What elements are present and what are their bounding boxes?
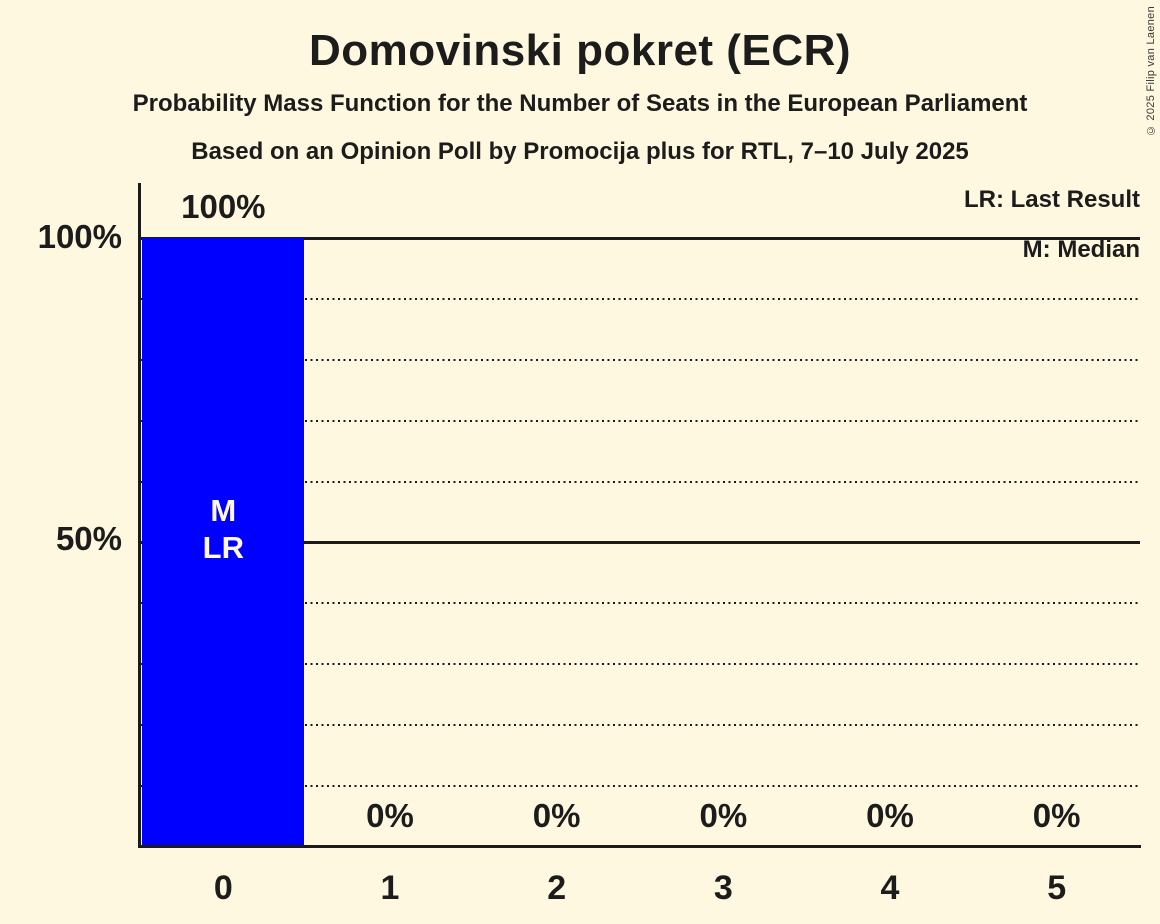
x-axis-tick-3: 3 bbox=[713, 869, 733, 907]
y-axis-line bbox=[138, 183, 141, 848]
gridline-dotted-40 bbox=[140, 602, 1140, 605]
chart-subtitle: Probability Mass Function for the Number… bbox=[132, 90, 1028, 117]
gridline-dotted-80 bbox=[140, 358, 1140, 361]
x-axis-tick-0: 0 bbox=[213, 869, 233, 907]
y-axis-tick-100: 100% bbox=[37, 218, 122, 255]
x-axis-tick-4: 4 bbox=[880, 869, 900, 907]
bar-value-label-3: 0% bbox=[699, 797, 748, 834]
plot-area: 100% 0% 0% 0% 0% 0% M LR bbox=[140, 189, 1140, 847]
bar-value-label-4: 0% bbox=[866, 797, 914, 834]
legend-last-result: LR: Last Result bbox=[963, 186, 1140, 213]
bar-value-label-2: 0% bbox=[532, 797, 581, 834]
legend-median: M: Median bbox=[1022, 236, 1140, 263]
x-axis-line bbox=[138, 845, 1141, 848]
x-axis-tick-5: 5 bbox=[1047, 869, 1067, 907]
gridline-dotted-70 bbox=[140, 419, 1140, 422]
gridline-dotted-90 bbox=[140, 297, 1140, 300]
x-axis-tick-1: 1 bbox=[380, 869, 400, 907]
bar-value-label-0: 100% bbox=[181, 188, 266, 225]
chart-title: Domovinski pokret (ECR) bbox=[308, 26, 851, 75]
gridline-solid-100 bbox=[140, 236, 1140, 240]
x-axis-tick-2: 2 bbox=[547, 869, 567, 907]
bar-annotation-median-last-result: M LR bbox=[202, 493, 244, 565]
bar-value-label-5: 0% bbox=[1032, 797, 1081, 834]
gridline-solid-50 bbox=[140, 541, 1140, 544]
copyright-note: © 2025 Filip van Laenen bbox=[1145, 6, 1157, 137]
gridline-dotted-30 bbox=[140, 663, 1140, 666]
gridline-dotted-60 bbox=[140, 480, 1140, 483]
bar-value-label-1: 0% bbox=[366, 797, 414, 834]
chart-source-line: Based on an Opinion Poll by Promocija pl… bbox=[191, 138, 969, 165]
gridline-dotted-10 bbox=[140, 785, 1140, 788]
y-axis-tick-50: 50% bbox=[55, 520, 122, 557]
gridline-dotted-20 bbox=[140, 724, 1140, 727]
bar-seats-0 bbox=[142, 238, 305, 847]
